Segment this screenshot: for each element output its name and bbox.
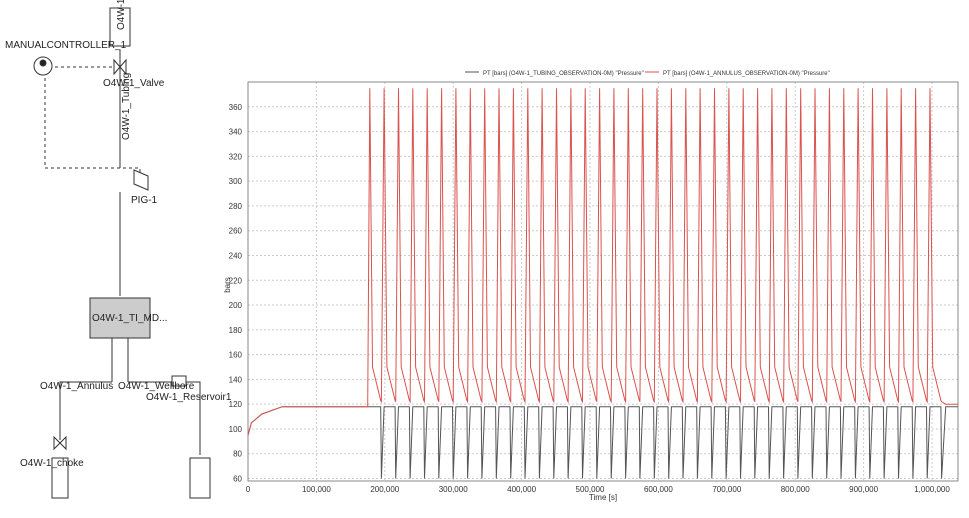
y-tick-label: 320 [229, 152, 243, 161]
y-tick-label: 200 [229, 301, 243, 310]
x-tick-label: 300,000 [439, 485, 468, 494]
x-tick-label: 200,000 [370, 485, 399, 494]
y-tick-label: 100 [229, 425, 243, 434]
diagram: MANUALCONTROLLER_1 O4W-1_ O4W-1_Valve O4… [5, 0, 232, 499]
y-tick-label: 180 [229, 326, 243, 335]
wellbore-icon [171, 375, 187, 387]
y-tick-label: 240 [229, 251, 243, 260]
plot-frame [247, 81, 959, 482]
signal [44, 78, 141, 180]
node-box [89, 297, 151, 339]
pig-icon [133, 169, 149, 191]
legend-label: PT [bars] (O4W-1_ANNULUS_OBSERVATION-0M)… [663, 71, 830, 77]
y-tick-label: 120 [229, 400, 243, 409]
series-line [247, 406, 958, 479]
chart: 60 80 100 120 140 160 180 200 220 240 260 280 300 320… [223, 71, 959, 502]
pipe [59, 381, 112, 440]
y-tick-label: 60 [233, 475, 242, 484]
y-tick-label: 340 [229, 128, 243, 137]
choke-icon [53, 435, 67, 451]
x-tick-label: 700,000 [712, 485, 741, 494]
y-tick-label: 220 [229, 276, 243, 285]
node-label: O4W-1_choke [20, 458, 84, 469]
node-label: O4W-1_Tubing [121, 73, 132, 140]
x-tick-label: 600,000 [644, 485, 673, 494]
node-label: O4W-1_Valve [103, 78, 165, 89]
node-label: MANUALCONTROLLER_1 [5, 40, 127, 51]
node-label: O4W-1_Annulus [40, 381, 113, 392]
node-label: O4W-1_ [116, 0, 127, 30]
controller-icon [39, 59, 47, 67]
node-label: O4W-1_Reservoir1 [146, 392, 232, 403]
legend-label: PT [bars] (O4W-1_TUBING_OBSERVATION-0M) … [483, 71, 644, 77]
reservoir-icon [189, 457, 211, 499]
y-tick-label: 300 [229, 177, 243, 186]
node-label: O4W-1_Wellbore [118, 381, 195, 392]
x-tick-label: 1,000,000 [914, 485, 950, 494]
x-tick-label: 800,000 [781, 485, 810, 494]
node-label: PIG-1 [131, 195, 158, 206]
x-tick-label: 500,000 [576, 485, 605, 494]
y-axis-label: bars [223, 277, 232, 293]
x-tick-label: 900,000 [849, 485, 878, 494]
y-tick-label: 140 [229, 375, 243, 384]
x-axis-label: Time [s] [589, 493, 617, 502]
x-tick-label: 400,000 [507, 485, 536, 494]
series-line [247, 88, 958, 436]
source-icon [109, 7, 131, 47]
y-tick-label: 260 [229, 227, 243, 236]
y-tick-label: 280 [229, 202, 243, 211]
x-tick-label: 100,000 [302, 485, 331, 494]
sink-icon [51, 457, 69, 499]
x-tick-label: 0 [246, 485, 251, 494]
y-tick-label: 160 [229, 351, 243, 360]
y-tick-label: 80 [233, 450, 242, 459]
y-tick-label: 360 [229, 103, 243, 112]
node-label: O4W-1_TI_MD... [92, 313, 167, 324]
valve-icon [113, 58, 127, 76]
pipe [128, 381, 201, 455]
